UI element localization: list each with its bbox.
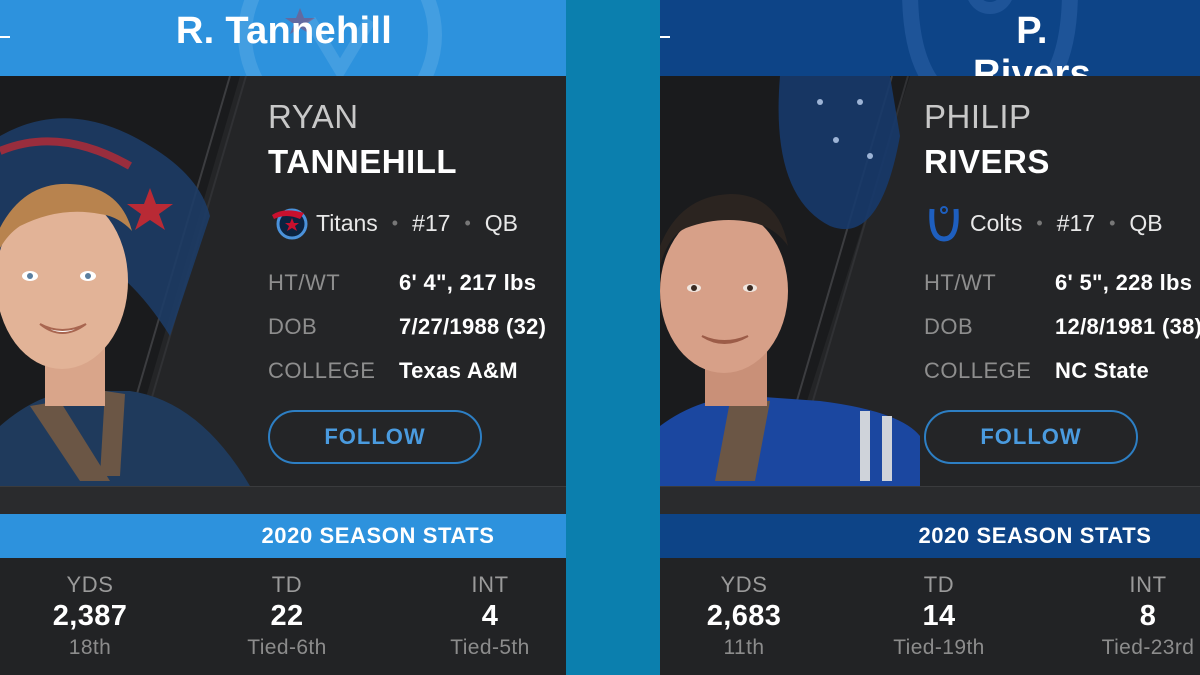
separator-dot: •	[1036, 212, 1043, 233]
first-name: RYAN	[268, 98, 359, 135]
info-value: Texas A&M	[399, 358, 518, 383]
stat-int: INT 8 Tied-23rd	[1048, 572, 1200, 660]
stat-rank: Tied-6th	[247, 636, 327, 659]
info-value: 7/27/1988 (32)	[399, 314, 547, 339]
stat-yds: YDS 2,387 18th	[0, 572, 190, 660]
back-icon[interactable]	[660, 36, 670, 38]
stat-rank: Tied-5th	[450, 636, 530, 659]
stat-value: 4	[481, 600, 499, 632]
info-value: 6' 4", 217 lbs	[399, 270, 537, 295]
separator-dot: •	[391, 212, 399, 233]
position: QB	[1129, 209, 1163, 236]
team-line: Titans • #17 • QB	[270, 203, 518, 243]
titans-watermark-icon	[238, 0, 442, 76]
stat-label: YDS	[66, 572, 114, 597]
back-icon[interactable]	[0, 36, 10, 38]
header-bar: R. Tannehill	[0, 0, 566, 76]
colts-watermark-icon	[902, 0, 1078, 76]
jersey-number: #17	[412, 209, 451, 236]
player-hero: RYAN TANNEHILL Titans • #17 • QB HT/WT 6…	[0, 76, 566, 486]
follow-button[interactable]: FOLLOW	[268, 410, 482, 464]
team-name[interactable]: Titans	[316, 209, 378, 236]
last-name: TANNEHILL	[268, 143, 458, 180]
stat-value: 8	[1139, 600, 1157, 632]
position: QB	[484, 209, 519, 236]
separator-dot: •	[1109, 212, 1116, 233]
info-label: COLLEGE	[268, 358, 376, 383]
first-name: PHILIP	[924, 98, 1032, 135]
info-value: NC State	[1055, 358, 1150, 383]
team-name[interactable]: Colts	[970, 209, 1023, 236]
info-value: 6' 5", 228 lbs	[1055, 270, 1193, 295]
page-title: R. Tannehill	[175, 10, 393, 52]
stat-rank: 11th	[723, 636, 765, 659]
stat-value: 2,387	[52, 600, 128, 632]
stat-label: TD	[271, 572, 303, 597]
player-card-tannehill: R. Tannehill RYAN TANNEHILL	[0, 0, 566, 675]
player-card-rivers: P. Rivers PHILIP	[660, 0, 1200, 675]
stat-yds: YDS 2,683 11th	[660, 572, 844, 660]
stats-area: YDS 2,683 11th TD 14 Tied-19th INT 8 Tie…	[660, 558, 1200, 675]
info-label: DOB	[924, 314, 974, 339]
stat-rank: 18th	[68, 636, 112, 659]
stat-td: TD 14 Tied-19th	[839, 572, 1039, 660]
stat-label: YDS	[720, 572, 768, 597]
player-photo	[0, 183, 250, 486]
team-line: Colts • #17 • QB	[924, 203, 1163, 243]
follow-button[interactable]: FOLLOW	[924, 410, 1138, 464]
info-label: COLLEGE	[924, 358, 1032, 383]
divider	[660, 486, 1200, 515]
stat-label: INT	[1129, 572, 1167, 597]
header-bar: P. Rivers	[660, 0, 1200, 76]
player-hero: PHILIP RIVERS Colts • #17 • QB HT/WT 6' …	[660, 76, 1200, 486]
stats-area: YDS 2,387 18th TD 22 Tied-6th INT 4 Tied…	[0, 558, 566, 675]
stat-rank: Tied-19th	[893, 636, 985, 659]
stats-header: 2020 SEASON STATS	[0, 514, 566, 558]
stat-td: TD 22 Tied-6th	[187, 572, 387, 660]
stat-int: INT 4 Tied-5th	[390, 572, 566, 660]
jersey-number: #17	[1056, 209, 1096, 236]
last-name: RIVERS	[924, 143, 1050, 180]
stats-header: 2020 SEASON STATS	[660, 514, 1200, 558]
stat-value: 2,683	[706, 600, 782, 632]
stat-label: INT	[471, 572, 509, 597]
player-photo	[660, 194, 920, 486]
divider	[0, 486, 566, 515]
stat-value: 22	[270, 600, 304, 632]
separator-dot: •	[464, 212, 471, 233]
titans-logo-icon[interactable]	[270, 203, 310, 243]
info-value: 12/8/1981 (38)	[1055, 314, 1200, 339]
stat-label: TD	[923, 572, 955, 597]
page-title: P. Rivers	[973, 10, 1091, 76]
info-label: HT/WT	[268, 270, 341, 295]
info-label: HT/WT	[924, 270, 997, 295]
colts-logo-icon[interactable]	[924, 203, 964, 243]
info-label: DOB	[268, 314, 318, 339]
stat-value: 14	[922, 600, 956, 632]
stat-rank: Tied-23rd	[1101, 636, 1195, 659]
